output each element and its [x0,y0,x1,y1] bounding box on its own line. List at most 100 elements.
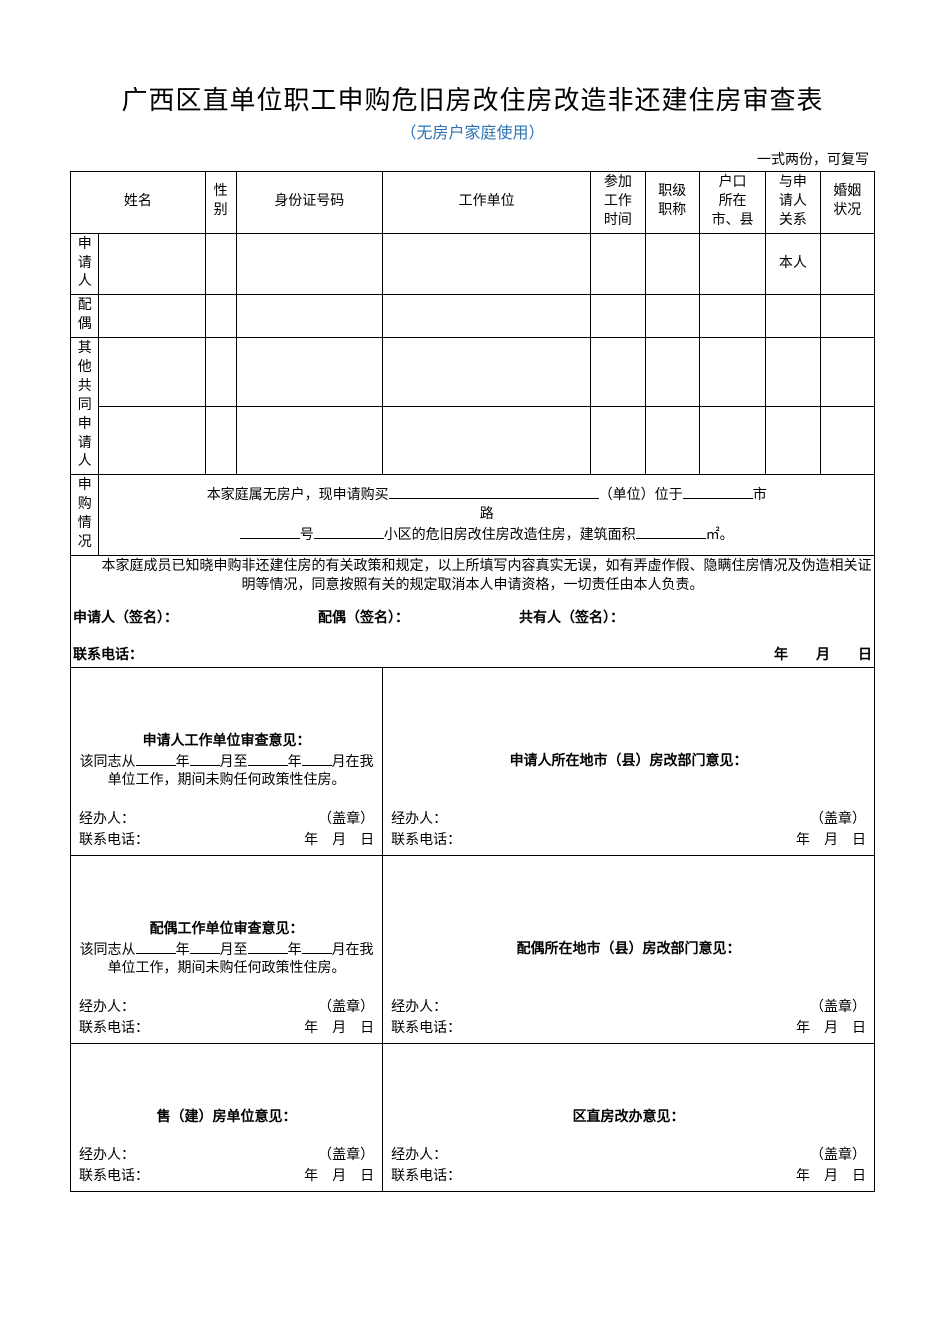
applicant-hukou-cell[interactable] [699,233,765,295]
applicant-gender-cell[interactable] [205,233,236,295]
su-seal: （盖章） [318,997,374,1018]
shengou-unit-suffix: （单位）位于 [599,488,683,503]
shengou-m2: ㎡。 [706,528,734,543]
other1-rank-cell[interactable] [645,338,699,407]
spouse-unit-cell[interactable] [383,295,591,338]
su-blank2[interactable] [190,940,220,954]
spouse-gender-cell[interactable] [205,295,236,338]
applicant-rank-cell[interactable] [645,233,699,295]
au-blank1[interactable] [136,752,176,766]
spouse-row: 配偶 [71,295,875,338]
sig-coowner-label: 共有人（签名）： [519,610,624,629]
seller-contact: 联系电话： [79,1166,149,1187]
other2-unit-cell[interactable] [383,406,591,475]
opinion-seller-unit-title: 售（建）房单位意见： [73,1109,380,1128]
other1-hukou-cell[interactable] [699,338,765,407]
opinion-spouse-dept-footer: 经办人：（盖章） 联系电话：年 月 日 [391,997,866,1039]
dd-seal: （盖章） [810,1145,866,1166]
seller-handler: 经办人： [79,1145,135,1166]
other1-relation-cell[interactable] [766,338,820,407]
header-relation: 与申 请人 关系 [766,172,820,234]
su-handler: 经办人： [79,997,135,1018]
opinion-spouse-unit[interactable]: 配偶工作单位审查意见： 该同志从年月至年月在我单位工作，期间未购任何政策性住房。… [71,856,383,1044]
other1-marital-cell[interactable] [820,338,874,407]
other2-rank-cell[interactable] [645,406,699,475]
spouse-rank-cell[interactable] [645,295,699,338]
other2-name-cell[interactable] [99,406,205,475]
opinion-applicant-unit-title: 申请人工作单位审查意见： [73,733,380,752]
opinion-applicant-unit[interactable]: 申请人工作单位审查意见： 该同志从年月至年月在我单位工作，期间未购任何政策性住房… [71,668,383,856]
su-contact: 联系电话： [79,1018,149,1039]
declaration-date: 年 月 日 [774,647,872,666]
opinion-applicant-dept[interactable]: 申请人所在地市（县）房改部门意见： 经办人：（盖章） 联系电话：年 月 日 [383,668,875,856]
contact-date-row: 联系电话： 年 月 日 [73,647,872,666]
other2-worktime-cell[interactable] [591,406,645,475]
applicant-row: 申请 人 本人 [71,233,875,295]
seller-date: 年 月 日 [304,1166,374,1187]
table-header-row: 姓名 性 别 身份证号码 工作单位 参加 工作 时间 职级 职称 户口 所在 市… [71,172,875,234]
opinion-seller-unit[interactable]: 售（建）房单位意见： 经办人： （盖章） 联系电话： 年 月 日 [71,1044,383,1192]
su-date: 年 月 日 [304,1018,374,1039]
sig-spouse-label: 配偶（签名）： [318,610,409,629]
other2-relation-cell[interactable] [766,406,820,475]
au-blank4[interactable] [302,752,332,766]
seller-seal: （盖章） [318,1145,374,1166]
sd-seal: （盖章） [810,997,866,1018]
su-blank1[interactable] [136,940,176,954]
shengou-blank-area[interactable] [636,525,706,539]
page-title: 广西区直单位职工申购危旧房改住房改造非还建住房审查表 [70,80,875,117]
au-blank3[interactable] [248,752,288,766]
applicant-worktime-cell[interactable] [591,233,645,295]
su-prefix: 该同志从 [80,943,136,958]
spouse-relation-cell[interactable] [766,295,820,338]
sig-applicant-label: 申请人（签名）： [73,610,178,629]
shengou-blank-hao[interactable] [240,525,300,539]
spouse-hukou-cell[interactable] [699,295,765,338]
applicant-name-cell[interactable] [99,233,205,295]
other2-gender-cell[interactable] [205,406,236,475]
header-id: 身份证号码 [236,172,383,234]
other1-unit-cell[interactable] [383,338,591,407]
ad-date: 年 月 日 [796,830,866,851]
other1-worktime-cell[interactable] [591,338,645,407]
other1-name-cell[interactable] [99,338,205,407]
opinion-district-dept[interactable]: 区直房改办意见： 经办人：（盖章） 联系电话：年 月 日 [383,1044,875,1192]
spouse-marital-cell[interactable] [820,295,874,338]
declaration-cell: 本家庭成员已知晓申购非还建住房的有关政策和规定，以上所填写内容真实无误，如有弄虚… [71,555,875,668]
au-mo1: 月至 [220,755,248,770]
shengou-blank-xiaoqu[interactable] [314,525,384,539]
other-row-1: 其他 共同 申请 人 [71,338,875,407]
su-mo1: 月至 [220,943,248,958]
other1-id-cell[interactable] [236,338,383,407]
shengou-content[interactable]: 本家庭属无房户，现申请购买（单位）位于市 路 号小区的危旧房改住房改造住房，建筑… [99,475,875,556]
shengou-blank-unit[interactable] [389,485,599,499]
label-other: 其他 共同 申请 人 [71,338,99,475]
spouse-id-cell[interactable] [236,295,383,338]
applicant-id-cell[interactable] [236,233,383,295]
au-blank2[interactable] [190,752,220,766]
opinion-spouse-dept[interactable]: 配偶所在地市（县）房改部门意见： 经办人：（盖章） 联系电话：年 月 日 [383,856,875,1044]
sd-contact: 联系电话： [391,1018,461,1039]
applicant-marital-cell[interactable] [820,233,874,295]
other1-gender-cell[interactable] [205,338,236,407]
shengou-blank-city[interactable] [683,485,753,499]
opinion-applicant-unit-footer: 经办人：（盖章） 联系电话：年 月 日 [79,809,374,851]
other2-marital-cell[interactable] [820,406,874,475]
su-blank3[interactable] [248,940,288,954]
other2-id-cell[interactable] [236,406,383,475]
declaration-row: 本家庭成员已知晓申购非还建住房的有关政策和规定，以上所填写内容真实无误，如有弄虚… [71,555,875,668]
copies-note: 一式两份，可复写 [70,149,875,169]
su-blank4[interactable] [302,940,332,954]
au-yr2: 年 [288,755,302,770]
applicant-unit-cell[interactable] [383,233,591,295]
page-subtitle: （无房户家庭使用） [70,119,875,143]
spouse-worktime-cell[interactable] [591,295,645,338]
spouse-name-cell[interactable] [99,295,205,338]
sd-handler: 经办人： [391,997,447,1018]
au-yr1: 年 [176,755,190,770]
other2-hukou-cell[interactable] [699,406,765,475]
shengou-hao: 号 [300,528,314,543]
shengou-row: 申购 情况 本家庭属无房户，现申请购买（单位）位于市 路 号小区的危旧房改住房改… [71,475,875,556]
header-name: 姓名 [71,172,206,234]
applicant-relation-cell: 本人 [766,233,820,295]
